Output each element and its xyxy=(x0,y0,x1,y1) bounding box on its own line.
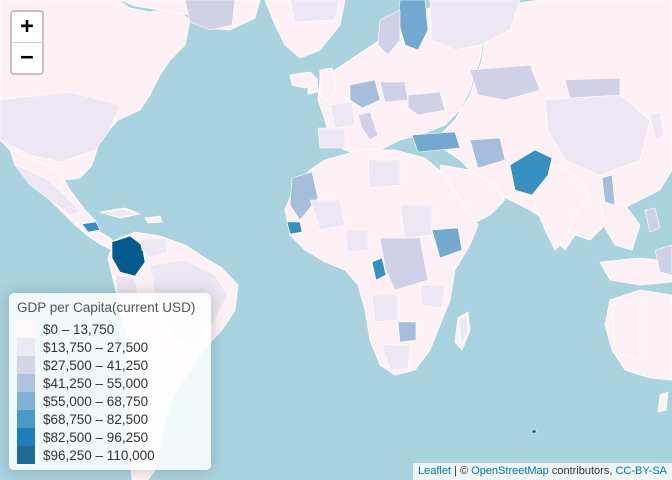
legend-label: $55,000 – 68,750 xyxy=(43,393,149,409)
region-tanzania xyxy=(419,284,446,309)
region-colombia xyxy=(111,235,146,277)
legend-swatch xyxy=(17,374,35,392)
legend-items: $0 – 13,750 $13,750 – 27,500 $27,500 – 41,… xyxy=(17,320,203,464)
legend-swatch xyxy=(17,356,35,374)
legend-label: $68,750 – 82,500 xyxy=(43,411,149,427)
region-congo xyxy=(371,257,387,281)
license-link[interactable]: CC-BY-SA xyxy=(615,465,667,477)
region-kazakhstan xyxy=(469,64,541,101)
attribution-separator: | © xyxy=(451,465,472,477)
legend-item: $0 – 13,750 xyxy=(17,320,203,338)
region-mongolia xyxy=(564,77,621,99)
region-germany xyxy=(349,79,381,109)
region-usa xyxy=(0,91,121,163)
region-pakistan xyxy=(509,149,553,196)
land-ireland xyxy=(307,79,319,95)
land-southeast-asia xyxy=(599,199,641,251)
legend-swatch xyxy=(17,410,35,428)
legend-label: $82,500 – 96,250 xyxy=(43,429,149,445)
region-southern-africa xyxy=(381,344,411,371)
legend-swatch xyxy=(17,338,35,356)
land-britain xyxy=(319,67,337,101)
land-indonesia xyxy=(599,257,672,286)
region-cuba-fill xyxy=(101,208,137,218)
legend-item: $41,250 – 55,000 xyxy=(17,374,203,392)
region-australia-west xyxy=(611,299,641,361)
region-sea-east xyxy=(654,244,672,276)
region-iran xyxy=(469,137,506,169)
region-philippines xyxy=(644,207,661,233)
map-attribution: Leaflet | © OpenStreetMap contributors, … xyxy=(412,463,672,480)
land-new-zealand xyxy=(657,391,669,413)
region-congo-basin xyxy=(379,237,429,291)
region-spain xyxy=(317,127,346,149)
legend-label: $41,250 – 55,000 xyxy=(43,375,149,391)
osm-link[interactable]: OpenStreetMap xyxy=(471,465,549,477)
legend-label: $13,750 – 27,500 xyxy=(43,339,149,355)
region-libya xyxy=(367,159,401,189)
leaflet-link[interactable]: Leaflet xyxy=(417,465,451,477)
legend-label: $96,250 – 110,000 xyxy=(43,447,155,463)
region-turkey xyxy=(411,131,461,153)
region-canada-north xyxy=(184,0,236,31)
legend-swatch xyxy=(17,428,35,446)
legend-title: GDP per Capita(current USD) xyxy=(17,300,196,315)
region-atlantic-isle xyxy=(531,429,537,434)
zoom-control: + − xyxy=(10,10,44,75)
region-zambia xyxy=(397,321,417,343)
region-greenland-strip xyxy=(289,0,341,23)
region-ethiopia xyxy=(431,227,463,259)
map-legend: GDP per Capita(current USD) $0 – 13,750 $… xyxy=(9,293,211,470)
legend-label: $0 – 13,750 xyxy=(43,321,115,337)
region-italy xyxy=(357,111,379,141)
region-russia xyxy=(429,0,521,51)
region-myanmar xyxy=(601,174,616,206)
legend-item: $82,500 – 96,250 xyxy=(17,428,203,446)
legend-item: $68,750 – 82,500 xyxy=(17,410,203,428)
region-nigeria xyxy=(344,229,369,253)
zoom-in-button[interactable]: + xyxy=(20,14,34,39)
land-india xyxy=(529,164,591,251)
region-angola xyxy=(371,294,399,323)
region-senegal xyxy=(286,221,303,235)
region-mexico xyxy=(14,164,81,216)
legend-swatch xyxy=(17,446,35,464)
region-mali xyxy=(309,199,346,231)
land-hispaniola xyxy=(144,215,163,224)
region-china xyxy=(544,94,651,176)
legend-swatch xyxy=(17,392,35,410)
zoom-out-button[interactable]: − xyxy=(12,42,42,73)
region-madagascar-fill xyxy=(458,315,469,345)
region-norway xyxy=(377,9,401,56)
legend-item: $96,250 – 110,000 xyxy=(17,446,203,464)
region-france xyxy=(329,101,356,129)
legend-label: $27,500 – 41,250 xyxy=(43,357,149,373)
region-poland xyxy=(379,81,409,103)
region-japan xyxy=(649,111,665,141)
legend-swatch xyxy=(17,320,35,338)
region-ukraine xyxy=(407,91,446,116)
region-sudan xyxy=(399,204,433,239)
attribution-contributors: contributors, xyxy=(548,465,616,477)
legend-item: $55,000 – 68,750 xyxy=(17,392,203,410)
legend-item: $13,750 – 27,500 xyxy=(17,338,203,356)
region-western-sahara xyxy=(289,171,319,221)
legend-item: $27,500 – 41,250 xyxy=(17,356,203,374)
region-venezuela xyxy=(139,237,169,259)
region-honduras xyxy=(81,221,101,233)
